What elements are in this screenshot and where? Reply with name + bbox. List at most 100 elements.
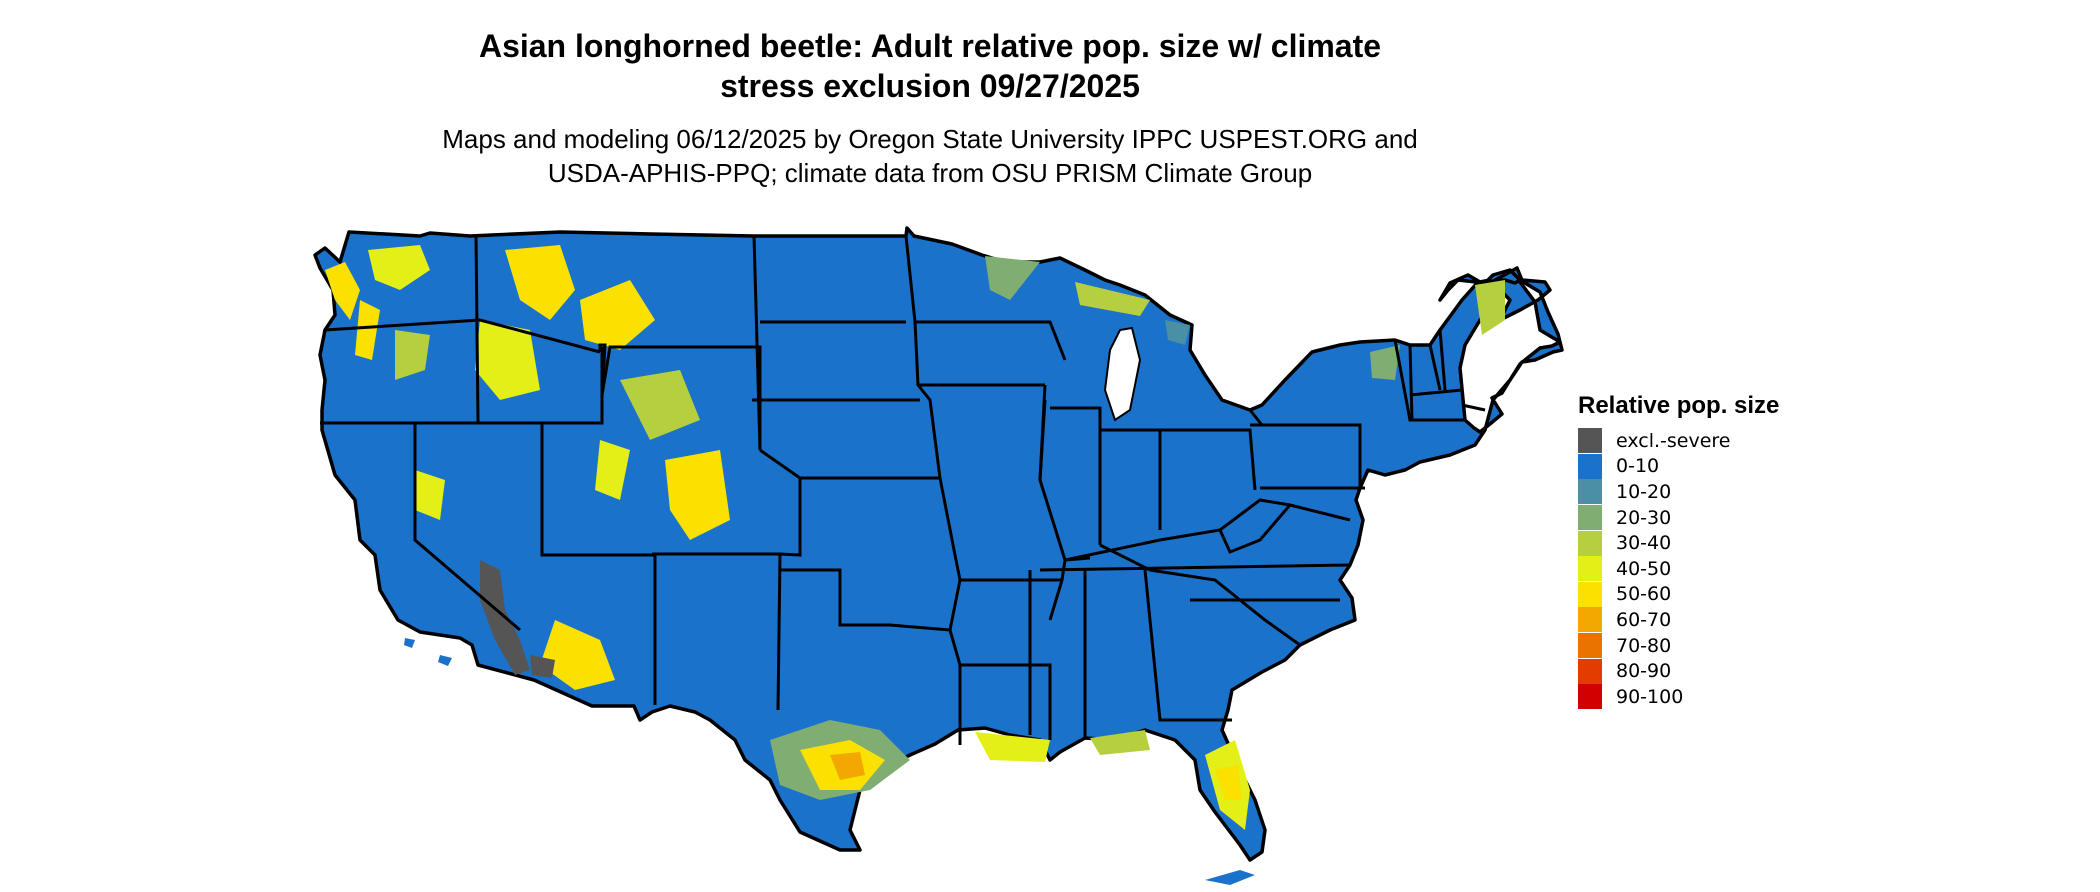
legend-swatch	[1578, 658, 1602, 684]
patch	[505, 245, 575, 320]
legend-label: 30-40	[1616, 532, 1672, 555]
patch	[355, 300, 380, 360]
patch	[1075, 282, 1150, 316]
border	[540, 423, 657, 705]
legend-swatch	[1578, 633, 1602, 659]
legend-swatch	[1578, 453, 1602, 479]
new-england-patches	[1370, 280, 1505, 380]
map-subtitle: Maps and modeling 06/12/2025 by Oregon S…	[320, 122, 1540, 190]
patch	[620, 370, 700, 440]
border	[1408, 344, 1414, 421]
great-lakes	[1103, 326, 1142, 422]
legend-label: 50-60	[1616, 583, 1672, 606]
legend-swatch	[1578, 530, 1602, 556]
border	[1099, 543, 1151, 572]
legend-label: 70-80	[1616, 634, 1672, 657]
legend-label: 90-100	[1616, 685, 1684, 708]
border	[1428, 344, 1442, 391]
legend-item: 50-60	[1578, 581, 1779, 608]
legend-item: 90-100	[1578, 684, 1779, 710]
patch	[540, 620, 615, 690]
border	[474, 235, 480, 423]
legend-swatch	[1578, 556, 1602, 582]
patch	[830, 752, 865, 780]
legend-item: 20-30	[1578, 505, 1779, 531]
legend-item: 0-10	[1578, 453, 1779, 480]
climate-suitability-patches	[325, 245, 1505, 830]
upper-midwest-patches	[985, 256, 1190, 345]
patch	[1475, 280, 1505, 335]
patch	[325, 262, 360, 320]
state-borders	[320, 235, 1486, 745]
legend-label: 80-90	[1616, 660, 1672, 683]
legend-item: 80-90	[1578, 658, 1779, 684]
border	[1461, 403, 1486, 412]
legend-item: 60-70	[1578, 607, 1779, 633]
patch	[415, 470, 445, 520]
patch	[395, 330, 430, 380]
legend-item: 40-50	[1578, 556, 1779, 582]
legend-swatch	[1578, 684, 1602, 710]
legend-label: 60-70	[1616, 608, 1672, 631]
legend-swatch	[1578, 607, 1602, 633]
map-title: Asian longhorned beetle: Adult relative …	[320, 26, 1540, 106]
border	[1048, 559, 1067, 621]
legend-swatch	[1578, 428, 1602, 454]
patch	[1090, 730, 1150, 755]
patch	[665, 450, 730, 540]
border	[1160, 428, 1257, 491]
island	[438, 655, 452, 666]
border	[1038, 399, 1047, 481]
patch	[975, 732, 1050, 762]
legend-label: 0-10	[1616, 455, 1660, 478]
border	[1393, 339, 1465, 422]
island	[404, 638, 415, 648]
legend-label: excl.-severe	[1616, 429, 1731, 452]
patch	[595, 440, 630, 500]
border	[1250, 423, 1362, 488]
pacific-northwest-patches	[325, 245, 430, 380]
florida-patches	[1205, 740, 1250, 830]
legend-swatch	[1578, 581, 1602, 607]
legend-label: 20-30	[1616, 506, 1672, 529]
patch	[530, 655, 555, 678]
border	[413, 423, 521, 632]
patch	[475, 320, 540, 400]
coastal-islands	[404, 638, 1255, 885]
legend-title: Relative pop. size	[1578, 392, 1780, 419]
subtitle-line-1: Maps and modeling 06/12/2025 by Oregon S…	[442, 124, 1418, 154]
border	[1248, 409, 1264, 426]
border	[1039, 563, 1351, 572]
legend-item: 70-80	[1578, 633, 1779, 659]
legend-item: 30-40	[1578, 530, 1779, 556]
rocky-mountain-patches	[475, 245, 730, 540]
patch	[368, 245, 430, 290]
legend-label: 10-20	[1616, 480, 1672, 503]
legend-label: 40-50	[1616, 557, 1672, 580]
border	[1050, 406, 1102, 545]
title-line-1: Asian longhorned beetle: Adult relative …	[478, 28, 1382, 64]
patch	[1215, 765, 1242, 800]
patch	[580, 280, 655, 350]
border	[759, 448, 802, 557]
patch	[1370, 345, 1400, 380]
border	[1218, 504, 1292, 554]
legend-swatch	[1578, 505, 1602, 531]
island	[1205, 870, 1255, 885]
legend-swatch	[1578, 479, 1602, 505]
gulf-coast-patches	[770, 720, 1150, 800]
border	[960, 663, 1052, 740]
legend-items: excl.-severe 0-10 10-20 20-30 30-40 40-50 50-6…	[1578, 428, 1779, 710]
lake-michigan	[1103, 326, 1142, 422]
subtitle-line-2: USDA-APHIS-PPQ; climate data from OSU PR…	[547, 158, 1313, 188]
title-line-2: stress exclusion 09/27/2025	[720, 68, 1140, 104]
us-map	[313, 226, 1564, 885]
border	[1143, 569, 1232, 722]
legend-item: excl.-severe	[1578, 428, 1779, 454]
border	[780, 568, 962, 632]
border	[1409, 388, 1463, 397]
patch	[985, 256, 1040, 300]
border	[752, 235, 762, 451]
legend-item: 10-20	[1578, 479, 1779, 505]
